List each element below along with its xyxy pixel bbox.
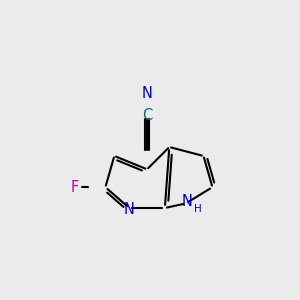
Text: N: N: [124, 202, 135, 217]
Text: N: N: [182, 194, 193, 208]
Text: H: H: [194, 204, 202, 214]
Text: N: N: [142, 86, 152, 101]
Text: F: F: [71, 180, 79, 195]
Text: C: C: [142, 108, 152, 123]
